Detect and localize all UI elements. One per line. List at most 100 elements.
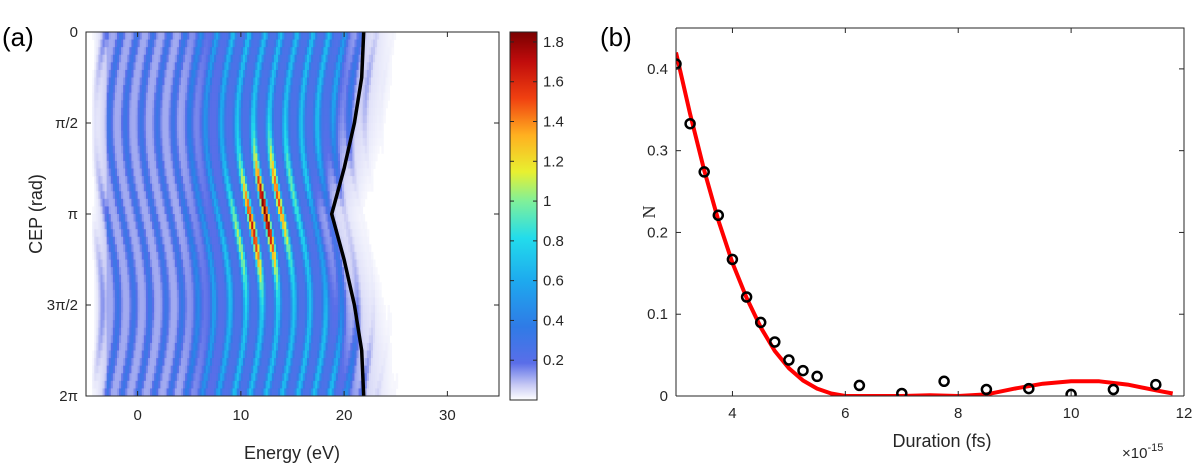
heatmap-cell	[131, 191, 134, 200]
heatmap-cell	[100, 289, 103, 298]
heatmap-cell	[247, 236, 250, 245]
heatmap-cell	[123, 365, 126, 374]
heatmap-cell	[240, 388, 244, 396]
heatmap-cell	[160, 47, 163, 56]
heatmap-cell	[271, 342, 275, 351]
heatmap-cell	[267, 100, 271, 109]
heatmap-cell	[123, 138, 126, 147]
heatmap-cell	[125, 365, 128, 374]
heatmap-cell	[247, 327, 250, 336]
heatmap-cell	[180, 130, 184, 139]
heatmap-cell	[214, 138, 217, 147]
heatmap-cell	[290, 312, 293, 321]
heatmap-cell	[284, 138, 287, 147]
heatmap-cell	[106, 130, 110, 139]
heatmap-cell	[180, 267, 184, 276]
heatmap-cell	[271, 54, 275, 63]
heatmap-cell	[224, 297, 227, 306]
heatmap-cell	[133, 206, 136, 215]
heatmap-cell	[228, 221, 231, 230]
heatmap-cell	[232, 138, 236, 147]
heatmap-cell	[104, 100, 108, 109]
heatmap-cell	[189, 138, 192, 147]
heatmap-cell	[275, 214, 279, 222]
heatmap-cell	[302, 85, 306, 94]
heatmap-cell	[247, 380, 250, 389]
heatmap-cell	[203, 183, 207, 192]
heatmap-cell	[304, 85, 308, 94]
heatmap-cell	[267, 191, 271, 200]
heatmap-cell	[282, 183, 285, 192]
heatmap-cell	[269, 373, 273, 382]
heatmap-cell	[218, 327, 221, 336]
heatmap-cell	[150, 69, 153, 78]
heatmap-cell	[92, 77, 95, 86]
heatmap-cell	[255, 312, 258, 321]
heatmap-cell	[168, 138, 172, 147]
heatmap-cell	[133, 229, 136, 238]
heatmap-cell	[154, 335, 157, 344]
heatmap-cell	[158, 123, 161, 131]
heatmap-cell	[255, 160, 258, 169]
heatmap-cell	[207, 236, 211, 245]
heatmap-cell	[133, 305, 136, 313]
heatmap-cell	[164, 206, 167, 215]
heatmap-cell	[214, 312, 217, 321]
heatmap-cell	[156, 373, 159, 382]
heatmap-cell	[189, 198, 192, 207]
heatmap-cell	[242, 236, 246, 245]
heatmap-cell	[234, 123, 238, 131]
heatmap-cell	[247, 365, 250, 374]
heatmap-cell	[240, 312, 244, 321]
heatmap-cell	[98, 312, 101, 321]
heatmap-cell	[236, 251, 240, 260]
heatmap-cell	[160, 327, 163, 336]
heatmap-cell	[172, 145, 176, 154]
heatmap-cell	[234, 365, 238, 374]
heatmap-cell	[214, 335, 217, 344]
heatmap-cell	[234, 244, 238, 253]
heatmap-cell	[176, 198, 180, 207]
heatmap-cell	[158, 138, 161, 147]
heatmap-cell	[226, 274, 229, 283]
heatmap-cell	[176, 358, 180, 367]
heatmap-cell	[247, 39, 250, 48]
heatmap-cell	[129, 305, 132, 313]
heatmap-cell	[123, 244, 126, 253]
heatmap-cell	[135, 335, 139, 344]
heatmap-cell	[284, 47, 287, 56]
heatmap-cell	[195, 54, 198, 63]
heatmap-cell	[275, 320, 279, 329]
heatmap-cell	[183, 259, 186, 268]
heatmap-cell	[162, 236, 165, 245]
heatmap-cell	[125, 305, 128, 313]
heatmap-cell	[156, 229, 159, 238]
heatmap-cell	[180, 244, 184, 253]
heatmap-cell	[94, 214, 97, 222]
heatmap-cell	[96, 115, 99, 124]
heatmap-cell	[240, 77, 244, 86]
heatmap-cell	[125, 92, 128, 101]
heatmap-cell	[230, 145, 234, 154]
heatmap-cell	[158, 214, 161, 222]
heatmap-cell	[247, 115, 250, 124]
heatmap-cell	[300, 267, 304, 276]
heatmap-cell	[119, 297, 122, 306]
heatmap-cell	[180, 160, 184, 169]
heatmap-cell	[290, 388, 293, 396]
heatmap-cell	[129, 100, 132, 109]
heatmap-cell	[121, 320, 124, 329]
heatmap-cell	[108, 327, 112, 336]
heatmap-cell	[232, 168, 236, 177]
heatmap-cell	[294, 85, 298, 94]
heatmap-cell	[232, 130, 236, 139]
heatmap-cell	[232, 221, 236, 230]
heatmap-cell	[228, 191, 231, 200]
heatmap-cell	[178, 39, 182, 48]
heatmap-cell	[282, 214, 285, 222]
heatmap-cell	[302, 168, 306, 177]
heatmap-cell	[185, 335, 188, 344]
heatmap-cell	[162, 358, 165, 367]
heatmap-cell	[236, 388, 240, 396]
heatmap-cell	[288, 138, 291, 147]
